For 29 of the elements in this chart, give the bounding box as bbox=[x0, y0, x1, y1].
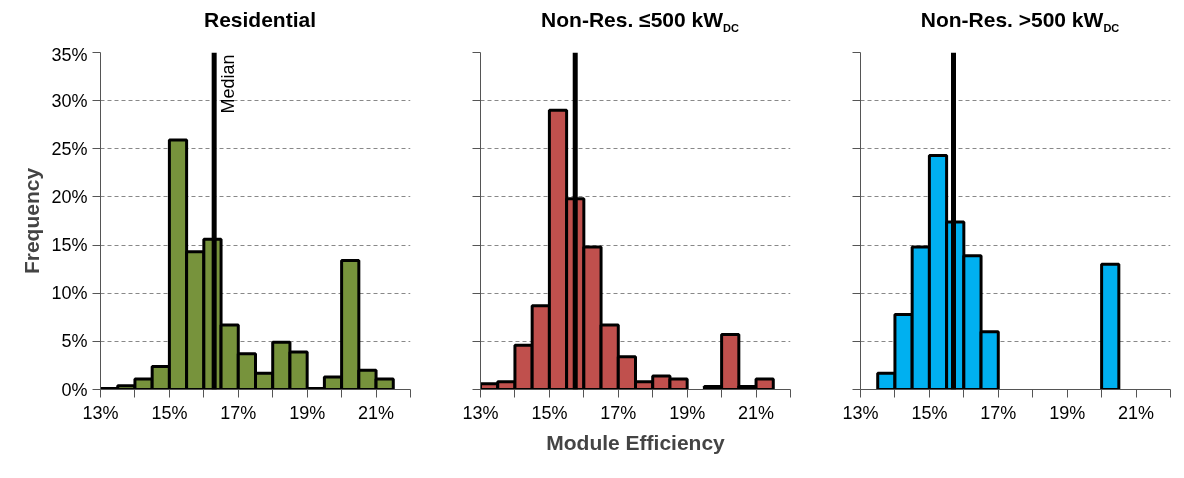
x-tick-label: 21% bbox=[1118, 402, 1155, 423]
y-axis-title: Frequency bbox=[20, 167, 44, 275]
x-tick-label: 15% bbox=[911, 402, 948, 423]
x-tick-label: 17% bbox=[980, 402, 1017, 423]
x-tick-label: 19% bbox=[669, 402, 706, 423]
y-tick-label: 15% bbox=[51, 235, 88, 256]
y-tick-label: 20% bbox=[51, 186, 88, 207]
y-tick-label: 10% bbox=[51, 283, 88, 304]
chart-title: Non-Res. ≤500 kW$_{DC}$ bbox=[541, 7, 739, 37]
chart-title: Residential bbox=[203, 7, 317, 33]
x-tick-label: 19% bbox=[1049, 402, 1086, 423]
y-tick-label: 35% bbox=[51, 44, 88, 65]
x-tick-label: 13% bbox=[82, 402, 119, 423]
y-tick-label: 5% bbox=[61, 331, 88, 352]
x-tick-label: 13% bbox=[462, 402, 499, 423]
y-tick-label: 25% bbox=[51, 138, 88, 159]
x-tick-label: 15% bbox=[151, 402, 188, 423]
y-tick-label: 0% bbox=[61, 379, 88, 400]
x-tick-label: 21% bbox=[358, 402, 395, 423]
ref-line-label: Median bbox=[218, 54, 239, 114]
x-tick-label: 15% bbox=[531, 402, 568, 423]
x-tick-label: 17% bbox=[220, 402, 257, 423]
x-tick-label: 13% bbox=[842, 402, 879, 423]
chart-title: Non-Res. >500 kW$_{DC}$ bbox=[920, 7, 1120, 37]
y-tick-label: 30% bbox=[51, 90, 88, 111]
x-tick-label: 17% bbox=[600, 402, 637, 423]
x-tick-label: 21% bbox=[738, 402, 775, 423]
x-tick-label: 19% bbox=[289, 402, 326, 423]
x-axis-title: Module Efficiency bbox=[546, 430, 726, 454]
